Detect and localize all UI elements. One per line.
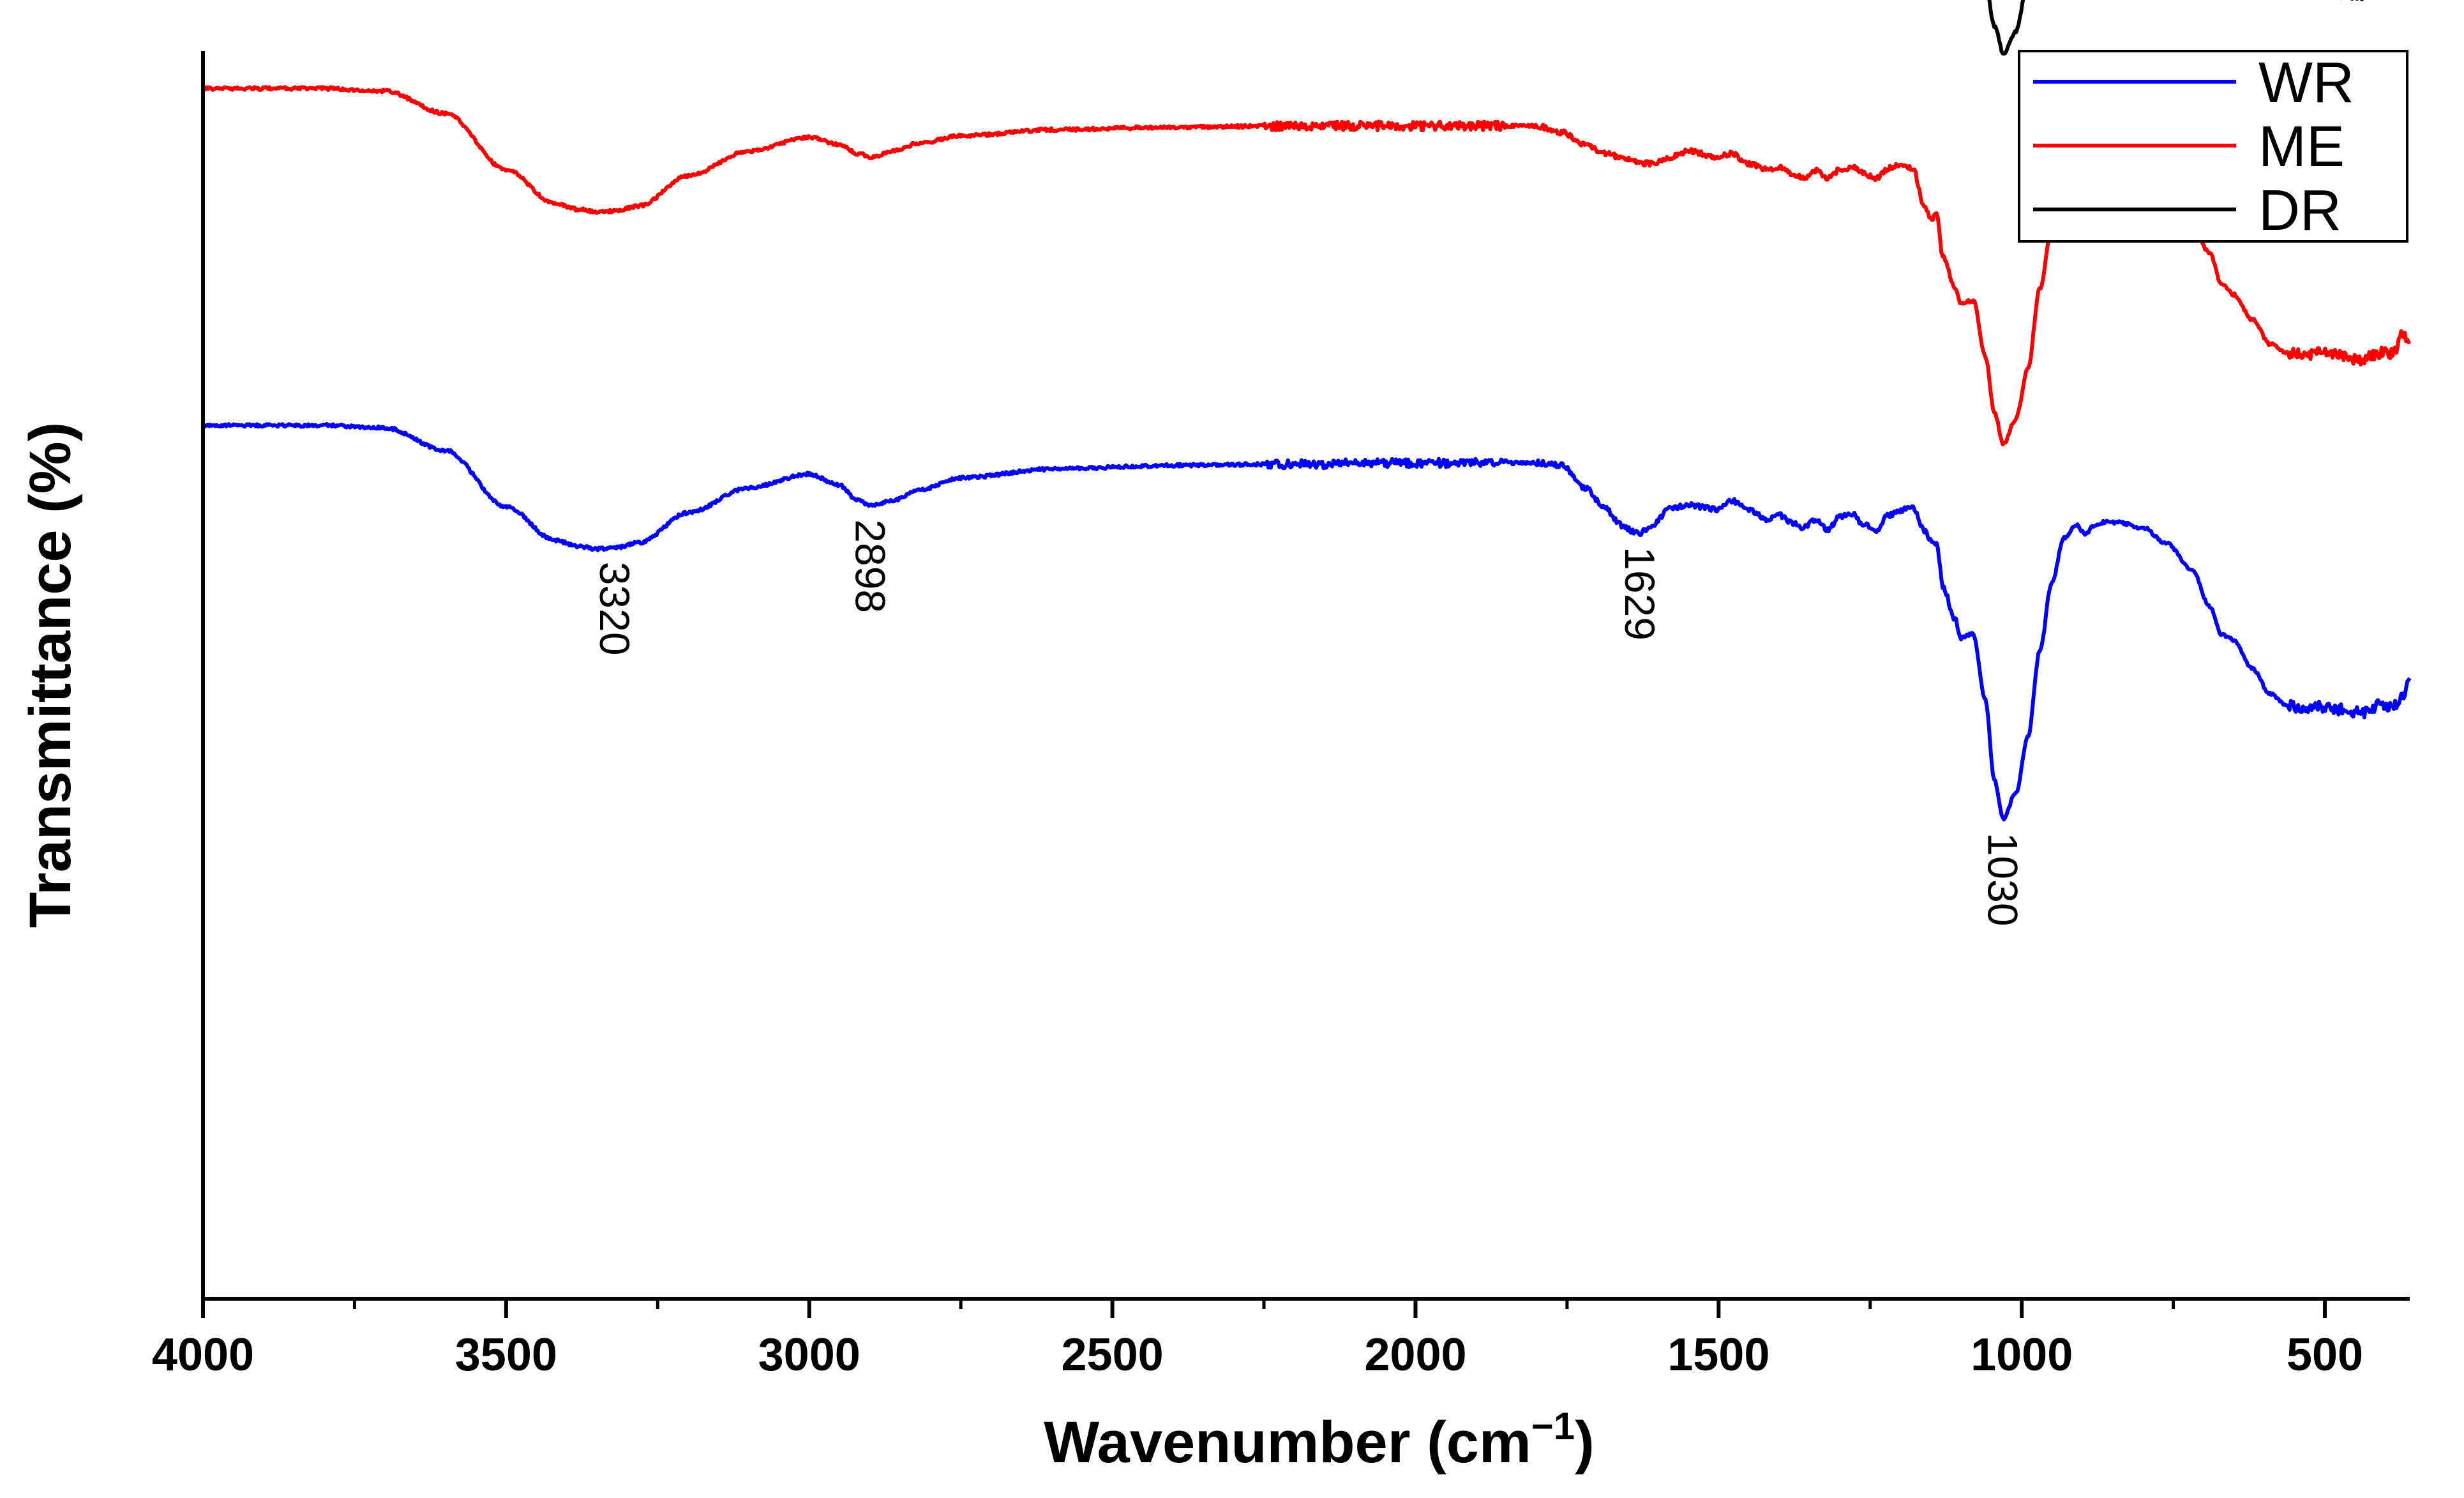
- peak-label-1030: 1030: [1979, 833, 2027, 927]
- y-axis-title: Transmittance (%): [18, 422, 83, 928]
- x-axis-ticks: 4000 3500 3000 2500 2000 1500 1000 500: [152, 1299, 2363, 1381]
- peak-label-3320: 3320: [591, 562, 638, 656]
- x-axis-title: Wavenumber (cm−1): [1044, 1405, 1595, 1475]
- x-tick-label: 1000: [1971, 1329, 2073, 1381]
- series-layer: [201, 0, 2412, 822]
- x-tick-label: 4000: [152, 1329, 254, 1381]
- x-axis-title-main: Wavenumber (cm: [1044, 1410, 1531, 1475]
- x-tick-label: 2000: [1364, 1329, 1466, 1381]
- legend-label-me: ME: [2258, 115, 2345, 179]
- x-axis-title-superscript: −1: [1531, 1405, 1575, 1448]
- legend-label-wr: WR: [2258, 51, 2354, 115]
- x-tick-label: 3500: [455, 1329, 557, 1381]
- legend-label-dr: DR: [2258, 179, 2341, 243]
- series-line-me: [201, 85, 2412, 446]
- x-axis-title-close: ): [1575, 1410, 1595, 1475]
- x-tick-label: 2500: [1062, 1329, 1164, 1381]
- x-tick-label: 3000: [758, 1329, 860, 1381]
- peak-label-2898: 2898: [847, 519, 894, 613]
- series-line-wr: [202, 422, 2412, 822]
- x-tick-label: 1500: [1667, 1329, 1769, 1381]
- axes: [201, 51, 2410, 1301]
- x-tick-label: 500: [2287, 1329, 2363, 1381]
- peak-label-1629: 1629: [1616, 547, 1664, 640]
- peak-annotations: 3320 2898 1629 1030: [591, 519, 2027, 926]
